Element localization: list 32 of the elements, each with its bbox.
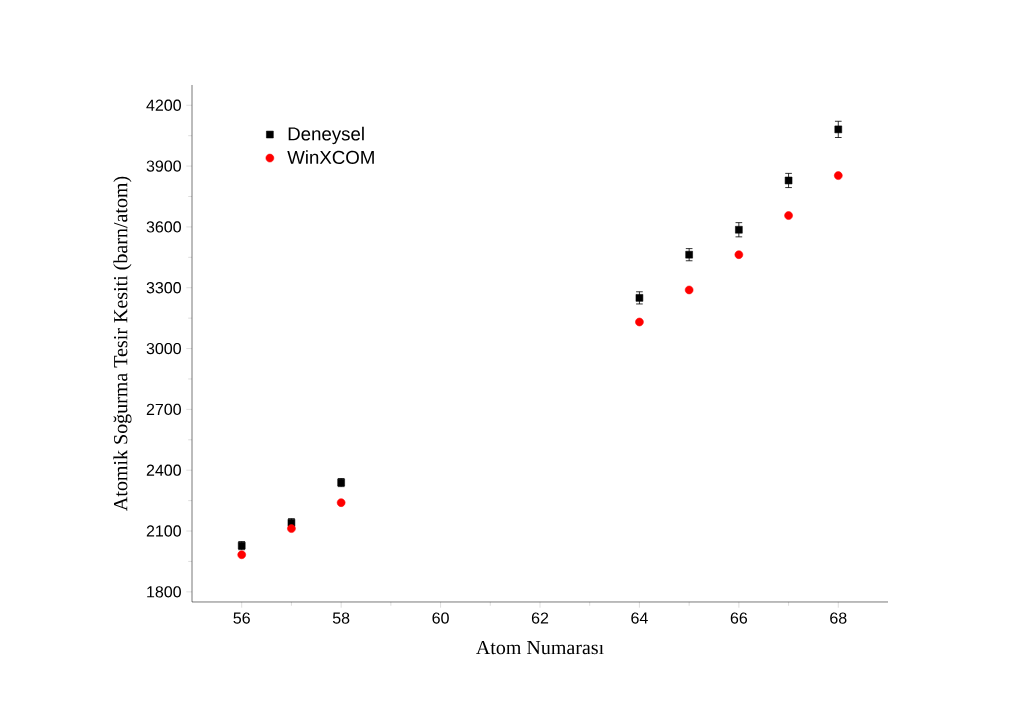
point bbox=[734, 250, 744, 259]
legend-label: WinXCOM bbox=[287, 150, 374, 165]
y-tick-label: 3000 bbox=[146, 342, 181, 355]
x-tick-label: 60 bbox=[432, 612, 449, 624]
y-tick-label: 2100 bbox=[146, 525, 181, 537]
y-tick-label: 1800 bbox=[147, 586, 181, 598]
point bbox=[287, 524, 296, 533]
y-tick-label: 4200 bbox=[146, 99, 181, 111]
point bbox=[834, 171, 843, 180]
y-tick-label: 3300 bbox=[146, 282, 181, 294]
point bbox=[735, 226, 743, 234]
x-tick-label: 68 bbox=[830, 612, 847, 624]
y-axis-title: Atomik Soğurma Tesir Kesiti (barn/atom) bbox=[113, 176, 132, 511]
y-tick-label: 3600 bbox=[146, 221, 181, 233]
point bbox=[834, 125, 843, 134]
y-tick-label: 3900 bbox=[146, 160, 181, 172]
x-tick-label: 62 bbox=[531, 612, 549, 624]
y-tick-label: 2400 bbox=[146, 464, 181, 476]
x-tick-label: 58 bbox=[332, 612, 350, 624]
x-tick-label: 64 bbox=[631, 612, 648, 624]
x-axis-title: Atom Numarası bbox=[476, 640, 604, 655]
point bbox=[237, 550, 246, 560]
x-tick-label: 56 bbox=[233, 612, 250, 624]
y-tick-label: 2700 bbox=[146, 403, 181, 416]
point bbox=[635, 294, 644, 302]
point bbox=[684, 285, 694, 295]
point bbox=[784, 211, 793, 220]
legend-label: Deneysel bbox=[288, 126, 364, 145]
point bbox=[336, 498, 346, 507]
x-tick-label: 66 bbox=[730, 612, 748, 624]
point bbox=[784, 176, 793, 185]
point bbox=[635, 317, 644, 327]
